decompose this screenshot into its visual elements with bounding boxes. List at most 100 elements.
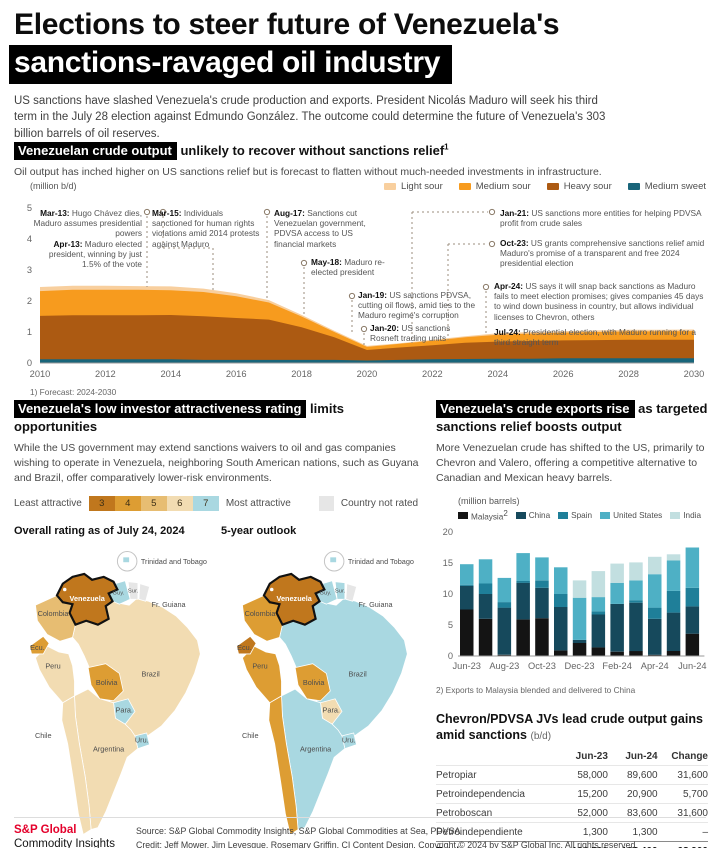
legend-swatch bbox=[458, 183, 471, 191]
bar-segment bbox=[591, 596, 606, 611]
bar-segment bbox=[666, 590, 681, 613]
table-header: Jun-23 bbox=[575, 751, 608, 763]
map-5-year-outlook: Venezuela Colombia Ecu. Peru Brazil Bolivia Pa… bbox=[221, 541, 428, 846]
table-cell: 1,300 bbox=[558, 822, 608, 842]
svg-text:Jun-23: Jun-23 bbox=[453, 661, 481, 671]
y-axis-unit: (million b/d) bbox=[30, 181, 77, 192]
bar-segment bbox=[497, 607, 512, 655]
svg-text:Oct-23: Oct-23 bbox=[528, 661, 556, 671]
bar-segment bbox=[610, 563, 624, 583]
legend-item: Medium sweet bbox=[627, 181, 706, 192]
bar-segment bbox=[497, 654, 512, 656]
bar-segment bbox=[478, 618, 493, 656]
table-cell: 89,600 bbox=[607, 765, 658, 785]
scale-least-label: Least attractive bbox=[14, 497, 82, 509]
legend-item: Light sour bbox=[384, 181, 443, 192]
credit-line: Credit: Jeff Mower, Jim Levesque, Rosema… bbox=[136, 839, 638, 848]
map2-title: 5-year outlook bbox=[221, 524, 297, 537]
bar-segment bbox=[685, 605, 700, 634]
country-label: Chile bbox=[35, 731, 52, 740]
timeline-annotation: Apr-13: Maduro elected president, winnin… bbox=[48, 239, 142, 270]
svg-text:Aug-23: Aug-23 bbox=[489, 661, 519, 671]
timeline-annotation: Aug-17: Sanctions cut Venezuelan governm… bbox=[274, 208, 366, 249]
map-titles: Overall rating as of July 24, 2024 5-yea… bbox=[14, 525, 428, 537]
timeline-annotation: Mar-15: Individuals sanctioned for human… bbox=[152, 208, 260, 249]
svg-text:2024: 2024 bbox=[487, 369, 508, 379]
rating-swatch-4: 4 bbox=[114, 495, 141, 511]
svg-text:Jun-24: Jun-24 bbox=[678, 661, 706, 671]
bar-chart-footnote: 2) Exports to Malaysia blended and deliv… bbox=[436, 684, 636, 695]
timeline-annotation: Jul-24: Presidential election, with Madu… bbox=[494, 327, 697, 348]
table-cell: 195,400 bbox=[607, 841, 658, 848]
bar-segment bbox=[516, 582, 530, 619]
svg-text:2012: 2012 bbox=[95, 369, 116, 379]
svg-text:20: 20 bbox=[443, 527, 453, 537]
table-cell: 5,700 bbox=[657, 784, 708, 804]
country-label: Brazil bbox=[141, 669, 160, 678]
country-label: Peru bbox=[45, 661, 60, 670]
svg-text:2028: 2028 bbox=[618, 369, 639, 379]
svg-text:5: 5 bbox=[448, 620, 453, 630]
section1-subtitle: Oil output has inched higher on US sanct… bbox=[14, 165, 602, 178]
bar-segment bbox=[648, 654, 662, 656]
svg-text:Apr-24: Apr-24 bbox=[641, 661, 669, 671]
section2-heading-highlight: Venezuela's low investor attractiveness … bbox=[14, 400, 307, 418]
legend-item: Medium sour bbox=[458, 181, 531, 192]
svg-text:2010: 2010 bbox=[30, 369, 51, 379]
bar-segment bbox=[460, 585, 474, 610]
bar-segment bbox=[460, 609, 474, 656]
rating-swatch-3: 3 bbox=[88, 495, 115, 511]
country-label: Brazil bbox=[348, 669, 367, 678]
table-cell: 58,000 bbox=[558, 765, 608, 785]
logo-sp-global: S&P Global bbox=[14, 824, 77, 836]
svg-text:2014: 2014 bbox=[160, 369, 181, 379]
bar-segment bbox=[666, 560, 681, 591]
bar-axis-unit: (million barrels) bbox=[458, 495, 520, 506]
country-label: Para. bbox=[116, 705, 133, 714]
table-cell: 1,300 bbox=[607, 822, 658, 842]
trinidad-callout-circle bbox=[323, 550, 345, 572]
bar-segment bbox=[591, 646, 606, 656]
legend-swatch bbox=[558, 511, 569, 519]
country-label: Bolivia bbox=[303, 678, 325, 687]
country-label: Argentina bbox=[93, 744, 125, 753]
section2-text: While the US government may extend sanct… bbox=[14, 442, 419, 484]
svg-text:2030: 2030 bbox=[684, 369, 705, 379]
country-label: Fr. Guiana bbox=[359, 600, 394, 609]
brand-logo: S&P Global Commodity Insights bbox=[14, 823, 706, 848]
country-per bbox=[35, 645, 75, 704]
bar-segment bbox=[516, 580, 530, 583]
bar-segment bbox=[591, 610, 606, 615]
page-title: Elections to steer future of Venezuela's… bbox=[9, 8, 706, 84]
country-label: Ecu. bbox=[237, 643, 252, 652]
legend-item: Heavy sour bbox=[546, 181, 612, 192]
section-investor-rating: Venezuela's low investor attractiveness … bbox=[14, 400, 428, 846]
intro-text: US sanctions have slashed Venezuela's cr… bbox=[14, 94, 606, 141]
country-label: Uru. bbox=[135, 736, 149, 745]
bar-segment bbox=[535, 556, 549, 580]
country-label: Para. bbox=[323, 705, 340, 714]
table-cell: Total bbox=[436, 841, 559, 848]
bar-segment bbox=[535, 587, 549, 618]
bar-segment bbox=[685, 587, 700, 606]
svg-text:2016: 2016 bbox=[226, 369, 247, 379]
source-credit: Source: S&P Global Commodity Insights, S… bbox=[136, 825, 638, 848]
legend-item: China bbox=[515, 509, 550, 522]
svg-text:15: 15 bbox=[443, 558, 453, 568]
bar-segment bbox=[516, 552, 530, 581]
logo-commodity-insights: Commodity Insights bbox=[14, 838, 115, 848]
bar-segment bbox=[554, 606, 568, 650]
svg-text:2018: 2018 bbox=[291, 369, 312, 379]
country-sur bbox=[334, 581, 346, 600]
country-label: Colombia bbox=[38, 609, 70, 618]
country-ven bbox=[55, 572, 119, 626]
timeline-annotation: Mar-13: Hugo Chávez dies, Maduro assumes… bbox=[33, 208, 142, 239]
table-cell: 15,200 bbox=[558, 784, 608, 804]
bar-segment bbox=[666, 650, 681, 656]
bar-segment bbox=[554, 649, 568, 656]
legend-item: Malaysia2 bbox=[458, 509, 508, 522]
country-ecu bbox=[29, 635, 50, 655]
bar-segment bbox=[554, 566, 568, 594]
section-crude-output: Venezuelan crude output unlikely to reco… bbox=[14, 142, 706, 403]
